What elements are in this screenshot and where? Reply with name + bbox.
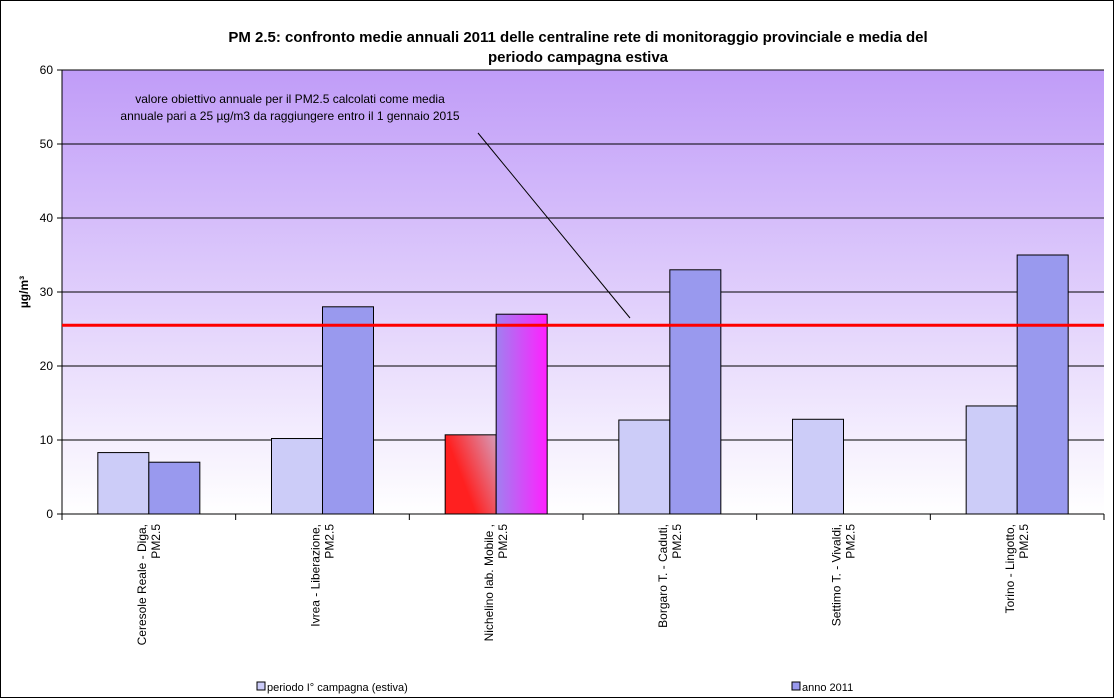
bar [97,452,150,515]
legend-swatch [791,681,801,691]
x-tick-label: PM2.5 [844,524,858,559]
y-tick-label: 50 [40,137,54,151]
annotation: annuale pari a 25 µg/m3 da raggiungere e… [120,109,459,123]
bar [669,269,722,515]
chart-title: PM 2.5: confronto medie annuali 2011 del… [228,29,927,46]
x-tick-label: Nichelino lab. Mobile , [482,524,496,641]
x-tick-label: Borgaro T. - Caduti, [656,524,670,628]
y-tick-label: 0 [46,507,53,521]
bar [1016,254,1069,515]
y-tick-label: 40 [40,211,54,225]
legend-label: anno 2011 [802,682,853,694]
bar [444,434,497,515]
annotation: valore obiettivo annuale per il PM2.5 ca… [135,92,445,106]
x-tick-label: PM2.5 [496,524,510,559]
y-tick-label: 30 [40,285,54,299]
bar [965,405,1018,515]
bar [495,313,548,515]
bar [792,418,844,515]
y-tick-label: 20 [40,359,54,373]
x-tick-label: Ceresole Reale - Diga, [135,524,149,645]
x-tick-label: Torino - Lingotto, [1003,524,1017,613]
legend-swatch [256,681,266,691]
bar [322,306,374,515]
x-tick-label: Settimo T. - Vivaldi, [830,524,844,626]
y-axis-label: µg/m³ [17,276,31,308]
y-tick-label: 10 [40,433,54,447]
x-tick-label: PM2.5 [323,524,337,559]
legend-label: periodo I° campagna (estiva) [267,682,408,694]
bar [271,438,323,515]
x-tick-label: PM2.5 [149,524,163,559]
y-tick-label: 60 [40,63,54,77]
annotation-arrow [477,132,631,319]
x-tick-label: PM2.5 [670,524,684,559]
x-tick-label: Ivrea - Liberazione, [309,524,323,627]
x-tick-label: PM2.5 [1017,524,1031,559]
bar [148,461,201,515]
bar [618,419,671,515]
chart-title: periodo campagna estiva [488,49,669,66]
